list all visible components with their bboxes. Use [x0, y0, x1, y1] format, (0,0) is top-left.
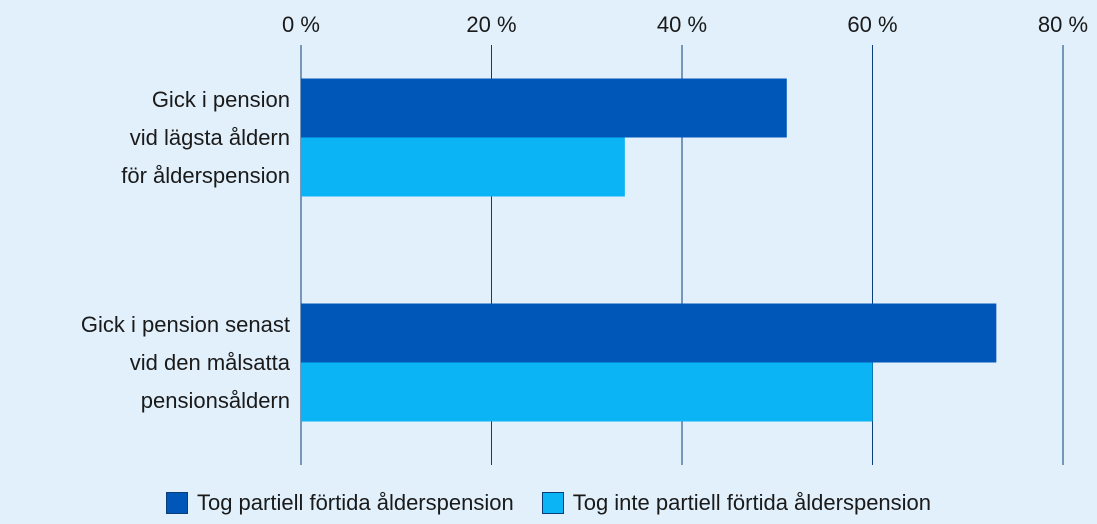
bar — [301, 78, 787, 138]
category-label: Gick i pension senast vid den målsatta p… — [80, 311, 290, 413]
x-tick-label: 20 % — [466, 12, 516, 37]
x-tick-label: 60 % — [847, 12, 897, 37]
bar — [301, 362, 873, 422]
legend-label: Tog inte partiell förtida ålderspension — [572, 490, 932, 515]
category-label: Gick i pension vid lägsta åldern för åld… — [121, 86, 290, 188]
legend-item: Tog inte partiell förtida ålderspension — [541, 490, 932, 516]
bar — [301, 303, 997, 363]
legend-swatch — [165, 492, 188, 514]
bar — [301, 137, 625, 197]
x-tick-label: 40 % — [657, 12, 707, 37]
legend-swatch — [541, 492, 564, 514]
legend-item: Tog partiell förtida ålderspension — [165, 490, 514, 516]
legend-label: Tog partiell förtida ålderspension — [196, 490, 514, 515]
x-tick-label: 80 % — [1038, 12, 1088, 37]
legend: Tog partiell förtida ålderspension Tog in… — [0, 490, 1097, 516]
x-tick-label: 0 % — [282, 12, 320, 37]
